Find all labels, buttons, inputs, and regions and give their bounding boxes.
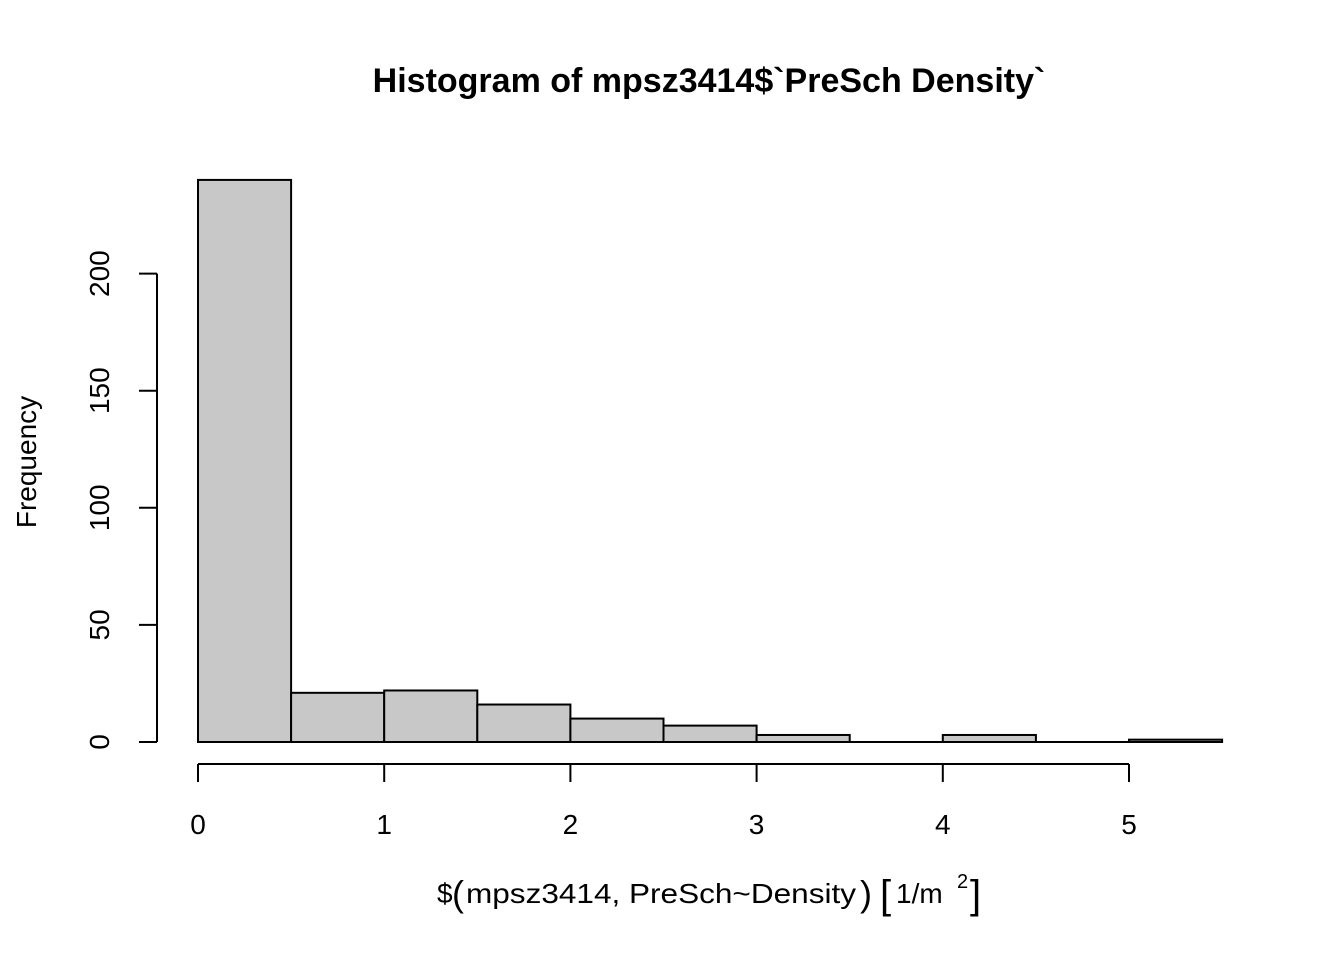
histogram-bar-1 [290,691,386,743]
y-tick-label-2: 100 [84,484,115,531]
x-axis-label-inner: mpsz3414, PreSch~Density [466,878,856,909]
histogram-bar-0 [197,178,293,744]
x-axis-label-open-bracket: [ [880,873,891,917]
y-axis: 0 50 100 150 200 [84,250,158,750]
y-tick-label-1: 50 [84,609,115,640]
y-tick-label-4: 200 [84,250,115,297]
x-tick-label-4: 4 [935,809,951,840]
x-axis-label-unit: 1/m [896,878,943,909]
histogram-bar-8 [941,733,1037,743]
y-axis-label: Frequency [11,396,42,528]
x-tick-label-1: 1 [376,809,392,840]
x-axis: 0 1 2 3 4 5 [190,763,1137,840]
y-tick-label-0: 0 [84,734,115,750]
x-tick-label-3: 3 [749,809,765,840]
x-axis-label-open-paren: ( [452,873,464,914]
x-axis-label-dollar: $ [437,878,453,909]
y-tick-label-3: 150 [84,367,115,414]
histogram-bar-2 [383,689,479,744]
histogram-bar-10 [1128,738,1224,744]
chart-title: Histogram of mpsz3414$`PreSch Density` [373,62,1046,100]
x-tick-label-5: 5 [1121,809,1137,840]
histogram-bars [197,178,1224,744]
histogram-bar-5 [662,724,758,744]
x-axis-label-close-bracket: ] [970,873,981,917]
x-axis-label-close-paren: ) [860,873,872,914]
x-tick-label-2: 2 [563,809,579,840]
x-axis-label-superscript: 2 [957,871,968,893]
histogram-bar-6 [755,733,851,743]
histogram-bar-4 [569,717,665,744]
histogram-bar-3 [476,703,572,744]
x-axis-label: $ ( mpsz3414, PreSch~Density ) [ 1/m 2 ] [437,871,981,917]
x-tick-label-0: 0 [190,809,206,840]
